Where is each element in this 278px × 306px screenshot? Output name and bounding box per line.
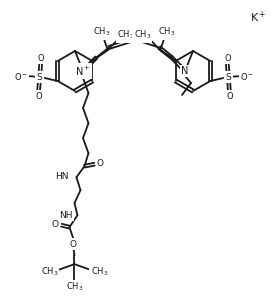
Text: CH$_3$: CH$_3$ xyxy=(93,26,110,38)
Text: CH$_3$: CH$_3$ xyxy=(133,29,151,41)
Text: O: O xyxy=(226,91,233,100)
Text: CH$_3$: CH$_3$ xyxy=(158,26,175,38)
Text: O: O xyxy=(37,54,44,62)
Text: CH$_3$: CH$_3$ xyxy=(66,281,83,293)
Text: O: O xyxy=(70,240,77,249)
Text: K$^+$: K$^+$ xyxy=(250,9,266,25)
Text: HN: HN xyxy=(55,172,68,181)
Text: O$^-$: O$^-$ xyxy=(14,70,28,81)
Text: CH$_3$: CH$_3$ xyxy=(117,29,135,41)
Text: N$^+$: N$^+$ xyxy=(75,65,91,77)
Text: O$^-$: O$^-$ xyxy=(240,70,254,81)
Text: S: S xyxy=(37,73,43,81)
Text: O: O xyxy=(97,159,104,168)
Text: O: O xyxy=(35,91,42,100)
Text: O: O xyxy=(224,54,231,62)
Text: S: S xyxy=(225,73,231,81)
Text: N: N xyxy=(181,66,189,76)
Text: CH$_3$: CH$_3$ xyxy=(41,266,58,278)
Text: CH$_3$: CH$_3$ xyxy=(91,266,108,278)
Text: O: O xyxy=(52,220,59,229)
Text: NH: NH xyxy=(59,211,73,220)
